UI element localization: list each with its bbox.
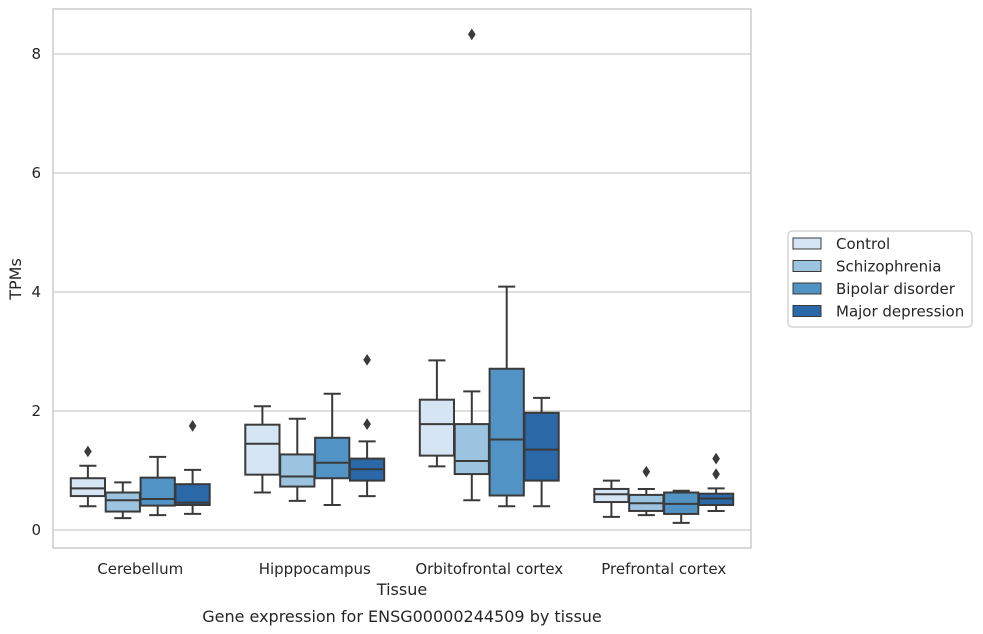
box-body xyxy=(69,477,107,498)
y-axis-ticks: 0 2 4 6 8 xyxy=(31,45,41,539)
y-tick-label: 6 xyxy=(31,164,41,182)
legend-label: Control xyxy=(836,235,890,253)
box xyxy=(279,417,316,502)
plot-frame xyxy=(52,8,752,549)
legend-label: Schizophrenia xyxy=(836,258,941,276)
box xyxy=(628,465,665,517)
box xyxy=(488,285,525,508)
outlier-marker xyxy=(188,420,197,432)
box xyxy=(453,28,490,502)
x-axis-label: Tissue xyxy=(376,580,427,599)
x-tick-label: Orbitofrontal cortex xyxy=(415,560,563,578)
box-body xyxy=(593,487,630,504)
box xyxy=(418,359,456,468)
legend-frame xyxy=(787,230,973,328)
outlier-marker xyxy=(712,468,720,480)
box-body xyxy=(279,453,316,488)
x-tick-label: Cerebellum xyxy=(97,560,183,578)
outlier-marker xyxy=(363,353,371,366)
x-tick-label: Prefrontal cortex xyxy=(601,560,726,578)
legend-swatch xyxy=(792,260,822,272)
box xyxy=(244,405,281,494)
box-body xyxy=(139,476,176,507)
outlier-marker xyxy=(84,445,92,458)
y-tick-label: 4 xyxy=(31,283,41,301)
legend-swatch xyxy=(792,282,822,295)
box xyxy=(69,445,107,508)
outlier-marker xyxy=(363,418,371,430)
box xyxy=(174,420,211,515)
chart-caption: Gene expression for ENSG00000244509 by t… xyxy=(202,607,602,626)
box-body xyxy=(488,367,525,497)
legend-swatch xyxy=(792,237,822,250)
y-tick-label: 2 xyxy=(31,402,41,420)
y-axis-label: TPMs xyxy=(6,258,25,301)
box xyxy=(104,481,141,520)
y-tick-label: 0 xyxy=(31,521,41,539)
x-axis-ticks: Cerebellum Hipppocampus Orbitofrontal cort… xyxy=(97,560,726,578)
outlier-marker xyxy=(642,465,651,478)
x-tick-label: Hipppocampus xyxy=(259,560,371,578)
box xyxy=(663,489,700,524)
box xyxy=(593,479,630,518)
box xyxy=(523,396,560,508)
box-body xyxy=(314,436,351,480)
box-body xyxy=(174,483,211,507)
legend-swatch xyxy=(792,305,822,317)
box-body xyxy=(104,491,141,513)
box xyxy=(697,452,735,512)
box-body xyxy=(418,398,456,457)
box-body xyxy=(523,411,560,482)
legend: Control Schizophrenia Bipolar disorder Majo… xyxy=(787,230,973,328)
legend-label: Major depression xyxy=(836,303,964,321)
grid-lines xyxy=(53,53,751,531)
outlier-marker xyxy=(712,452,720,465)
y-tick-label: 8 xyxy=(31,45,41,63)
outlier-marker xyxy=(467,28,476,41)
legend-label: Bipolar disorder xyxy=(836,280,956,298)
box xyxy=(139,455,176,517)
box xyxy=(348,353,386,498)
box-body xyxy=(453,423,490,476)
box-plot-series xyxy=(69,28,735,524)
box-body xyxy=(244,423,281,476)
